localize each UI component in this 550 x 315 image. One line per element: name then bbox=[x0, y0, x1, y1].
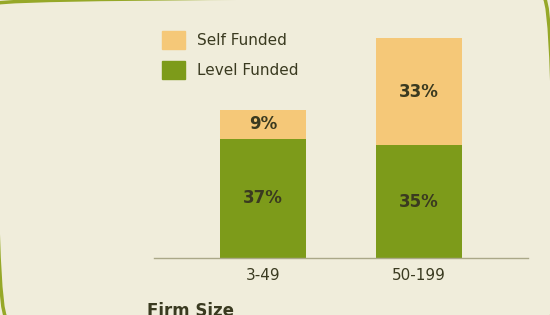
Text: 33%: 33% bbox=[399, 83, 439, 101]
Bar bbox=[220, 110, 306, 139]
Bar bbox=[376, 38, 462, 145]
Text: 37%: 37% bbox=[243, 189, 283, 208]
Bar bbox=[376, 145, 462, 258]
Text: Firm Size: Firm Size bbox=[146, 302, 234, 315]
Text: 35%: 35% bbox=[399, 193, 439, 211]
Legend: Self Funded, Level Funded: Self Funded, Level Funded bbox=[154, 23, 306, 86]
Text: 9%: 9% bbox=[249, 115, 277, 133]
Bar bbox=[220, 139, 306, 258]
